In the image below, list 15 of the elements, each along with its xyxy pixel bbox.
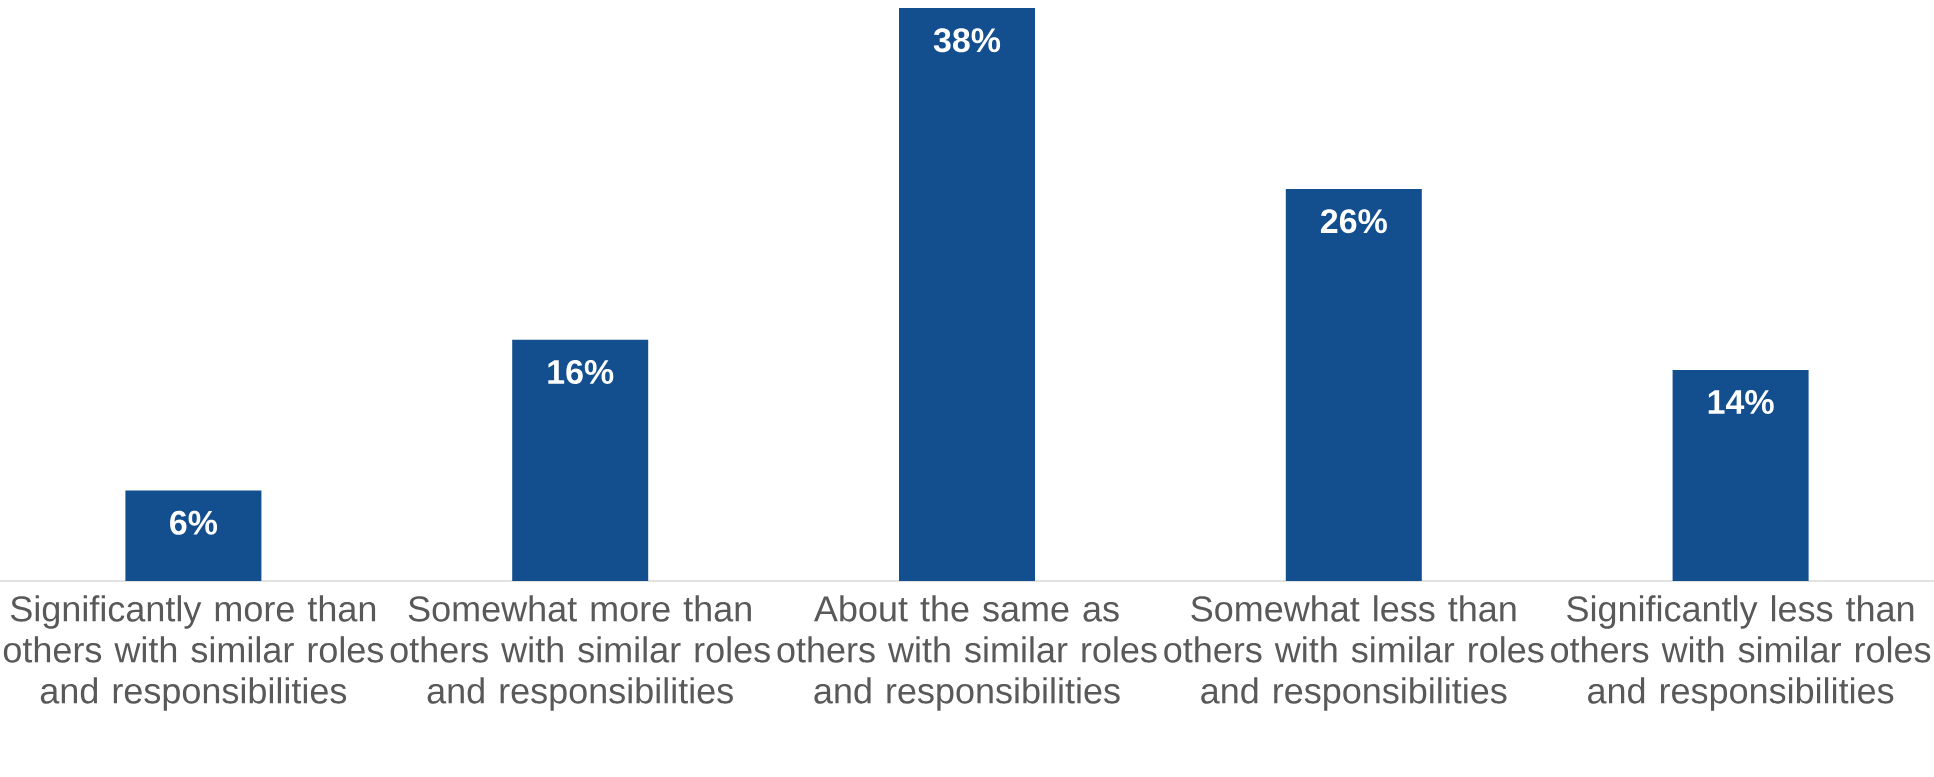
bar bbox=[125, 490, 262, 581]
x-tick-label: Somewhat less than others with similar roles and responsibilities bbox=[1164, 595, 1544, 711]
x-tick-label: Significantly more than others with similar roles and responsibilities bbox=[3, 595, 384, 711]
data-label: 26% bbox=[1320, 209, 1387, 234]
bar bbox=[1285, 188, 1422, 581]
data-label: 6% bbox=[170, 510, 218, 535]
data-label: 16% bbox=[548, 359, 614, 384]
x-tick-label: About the same as others with similar roles and responsibilities bbox=[777, 595, 1157, 711]
x-tick-label: Somewhat more than others with similar roles and responsibilities bbox=[390, 595, 770, 711]
bar bbox=[512, 339, 649, 581]
bar bbox=[899, 8, 1035, 581]
bar bbox=[1672, 369, 1809, 581]
data-label: 14% bbox=[1708, 390, 1774, 415]
x-tick-label: Significantly less than others with similar roles and responsibilities bbox=[1551, 595, 1931, 711]
data-label: 38% bbox=[933, 28, 1001, 53]
